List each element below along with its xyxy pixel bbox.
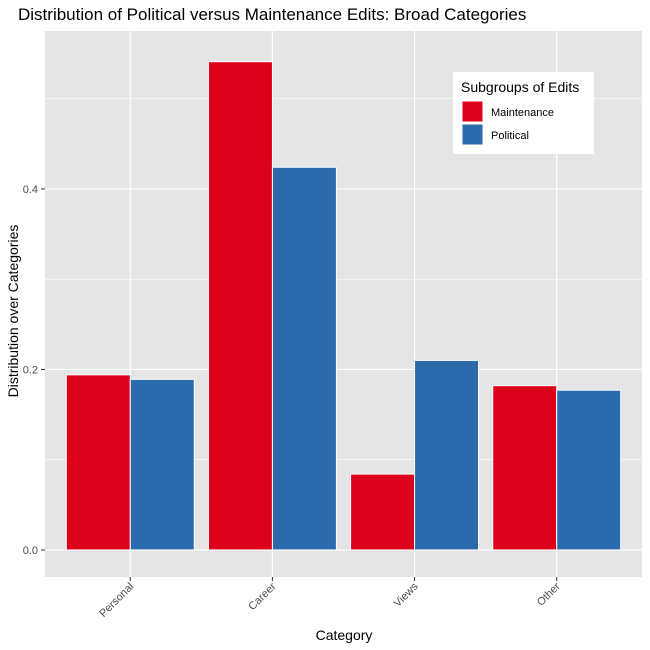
bar-political-views: [414, 359, 480, 551]
bars: [65, 61, 622, 551]
y-axis: 0.0 0.2 0.4: [23, 184, 45, 557]
chart-title: Distribution of Political versus Mainten…: [18, 5, 526, 24]
x-axis: Personal Career Views Other: [97, 577, 563, 620]
bar-maintenance-career: [207, 61, 273, 551]
bar-political-other: [556, 389, 622, 551]
bar-maintenance-views: [350, 473, 416, 551]
y-tick-label: 0.4: [23, 184, 38, 196]
x-tick-label: Other: [535, 580, 563, 608]
legend-key-political: [461, 123, 484, 146]
legend-items: Maintenance Political: [461, 100, 554, 146]
bar-political-personal: [129, 378, 195, 551]
x-tick-label: Career: [246, 580, 278, 612]
y-axis-title: Distribution over Categories: [5, 225, 21, 398]
bar-political-career: [271, 166, 337, 551]
x-tick-label: Personal: [97, 581, 136, 620]
legend-label-political: Political: [491, 130, 529, 142]
legend-label-maintenance: Maintenance: [491, 107, 554, 119]
legend-title: Subgroups of Edits: [461, 79, 579, 95]
x-axis-title: Category: [316, 627, 373, 643]
x-tick-label: Views: [392, 580, 421, 609]
legend-key-maintenance: [461, 100, 484, 123]
y-tick-label: 0.2: [23, 364, 38, 376]
y-tick-label: 0.0: [23, 545, 38, 557]
bar-maintenance-other: [492, 385, 558, 551]
legend: Subgroups of Edits Maintenance Political: [453, 72, 594, 154]
bar-maintenance-personal: [65, 374, 131, 551]
